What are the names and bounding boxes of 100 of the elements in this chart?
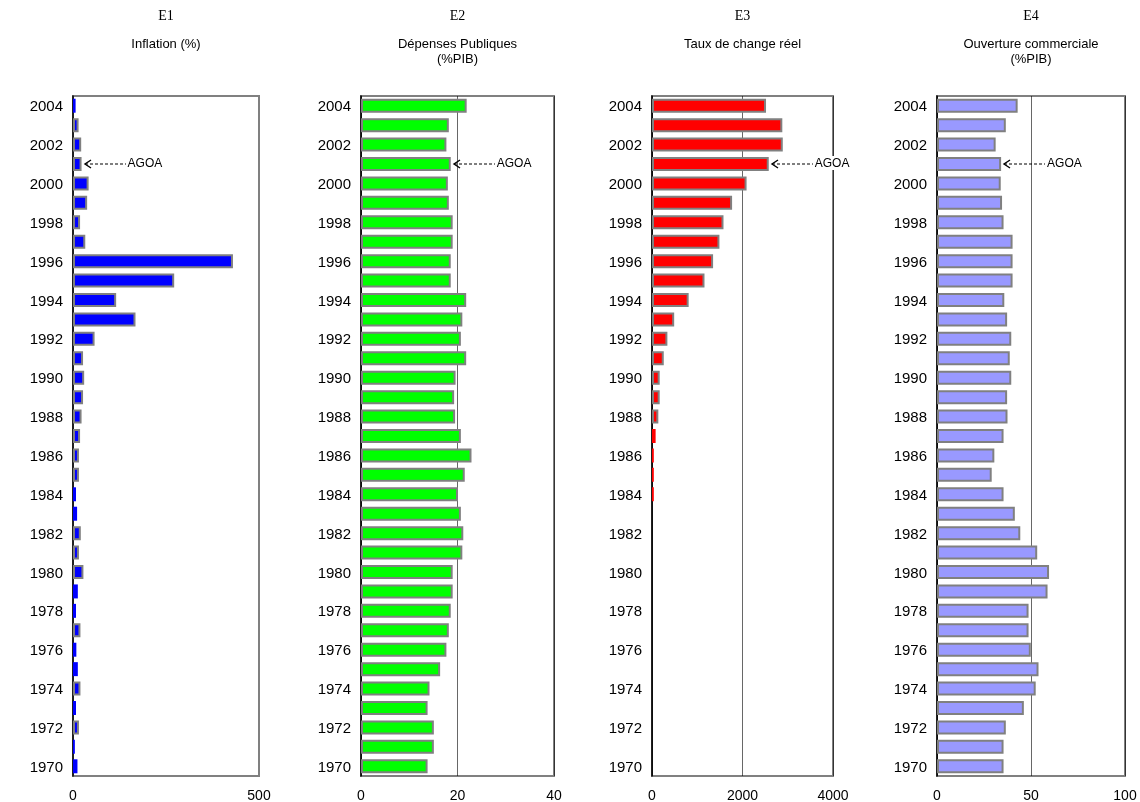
bar xyxy=(73,331,95,346)
chart-title: E1 xyxy=(157,8,175,24)
bar xyxy=(73,662,78,677)
bar xyxy=(652,137,783,152)
bar xyxy=(73,545,79,560)
bar xyxy=(73,759,78,774)
y-tick-label: 1976 xyxy=(317,641,351,659)
x-tick-label: 50 xyxy=(1023,787,1039,802)
y-tick-label: 1998 xyxy=(608,213,642,231)
bar xyxy=(652,293,689,307)
y-tick-label: 1986 xyxy=(893,446,927,464)
y-tick-label: 1994 xyxy=(317,291,351,309)
bar xyxy=(937,390,1008,405)
y-tick-label: 1988 xyxy=(29,408,63,426)
bar xyxy=(937,759,1004,774)
y-tick-label: 1992 xyxy=(29,330,63,348)
y-tick-label: 1996 xyxy=(317,252,351,270)
bar xyxy=(361,254,451,269)
y-tick-label: 1980 xyxy=(893,563,927,581)
bar xyxy=(73,234,86,249)
y-tick-label: 1988 xyxy=(608,408,642,426)
bar xyxy=(937,118,1006,133)
y-tick-label: 1974 xyxy=(608,680,642,698)
bar xyxy=(73,701,76,715)
y-tick-label: 1978 xyxy=(893,602,927,620)
y-tick-label: 1980 xyxy=(608,563,642,581)
bar xyxy=(937,254,1013,269)
bar xyxy=(937,584,1048,599)
bar xyxy=(652,409,659,424)
bar xyxy=(937,351,1010,366)
y-tick-label: 1994 xyxy=(608,291,642,309)
annotation: AGOA xyxy=(126,156,164,170)
bar xyxy=(361,118,449,133)
y-tick-label: 1984 xyxy=(317,485,351,503)
bar xyxy=(937,157,1002,171)
y-tick-label: 2004 xyxy=(317,97,351,115)
bar xyxy=(937,662,1039,677)
bar xyxy=(73,137,82,152)
bar xyxy=(937,98,1018,113)
y-tick-label: 1978 xyxy=(29,602,63,620)
bar xyxy=(361,409,456,424)
bar xyxy=(73,526,81,541)
bar xyxy=(361,739,434,754)
y-tick-label: 1996 xyxy=(29,252,63,270)
bar xyxy=(361,623,449,638)
y-tick-label: 1996 xyxy=(893,252,927,270)
y-tick-label: 1982 xyxy=(29,524,63,542)
y-tick-label: 2004 xyxy=(893,97,927,115)
y-tick-label: 1976 xyxy=(29,641,63,659)
bar xyxy=(361,429,461,443)
bar xyxy=(361,662,441,677)
y-tick-label: 1970 xyxy=(608,757,642,775)
bar xyxy=(652,429,656,443)
y-tick-label: 1970 xyxy=(893,757,927,775)
bar xyxy=(937,642,1031,657)
y-tick-label: 1992 xyxy=(893,330,927,348)
bar xyxy=(361,195,449,210)
y-tick-label: 1972 xyxy=(29,718,63,736)
bar xyxy=(73,273,175,288)
y-tick-label: 1990 xyxy=(29,369,63,387)
bar xyxy=(937,720,1006,735)
bar xyxy=(937,701,1024,715)
bar xyxy=(937,331,1012,346)
y-tick-label: 1994 xyxy=(29,291,63,309)
y-tick-label: 1984 xyxy=(893,485,927,503)
bar xyxy=(361,681,430,696)
chart-subtitle: Dépenses Publiques (%PIB) xyxy=(396,36,519,66)
bar xyxy=(937,234,1013,249)
x-tick-label: 0 xyxy=(933,787,942,802)
x-tick-label: 4000 xyxy=(817,787,849,802)
y-tick-label: 2000 xyxy=(608,174,642,192)
bar xyxy=(652,195,733,210)
bar xyxy=(361,157,451,171)
bar xyxy=(361,487,458,502)
y-tick-label: 1984 xyxy=(608,485,642,503)
bar xyxy=(361,701,428,715)
y-tick-label: 1976 xyxy=(608,641,642,659)
y-tick-label: 1994 xyxy=(893,291,927,309)
bar xyxy=(361,526,464,541)
y-tick-label: 1986 xyxy=(608,446,642,464)
bar xyxy=(937,467,992,482)
y-tick-label: 2004 xyxy=(29,97,63,115)
chart-title: E3 xyxy=(733,8,752,24)
bar xyxy=(652,390,660,405)
y-tick-label: 2002 xyxy=(29,136,63,154)
bar xyxy=(361,273,451,288)
bar xyxy=(361,584,453,599)
x-tick-label: 20 xyxy=(449,787,466,802)
bar xyxy=(937,370,1012,385)
bar xyxy=(652,176,747,191)
bar xyxy=(937,312,1008,327)
bar xyxy=(937,681,1036,696)
chart-subtitle: Ouverture commerciale (%PIB) xyxy=(962,36,1100,66)
y-tick-label: 2004 xyxy=(608,97,642,115)
bar xyxy=(73,176,89,191)
bar xyxy=(361,98,467,113)
y-tick-label: 2002 xyxy=(893,136,927,154)
bar xyxy=(937,195,1003,210)
y-tick-label: 2000 xyxy=(893,174,927,192)
y-tick-label: 1970 xyxy=(29,757,63,775)
